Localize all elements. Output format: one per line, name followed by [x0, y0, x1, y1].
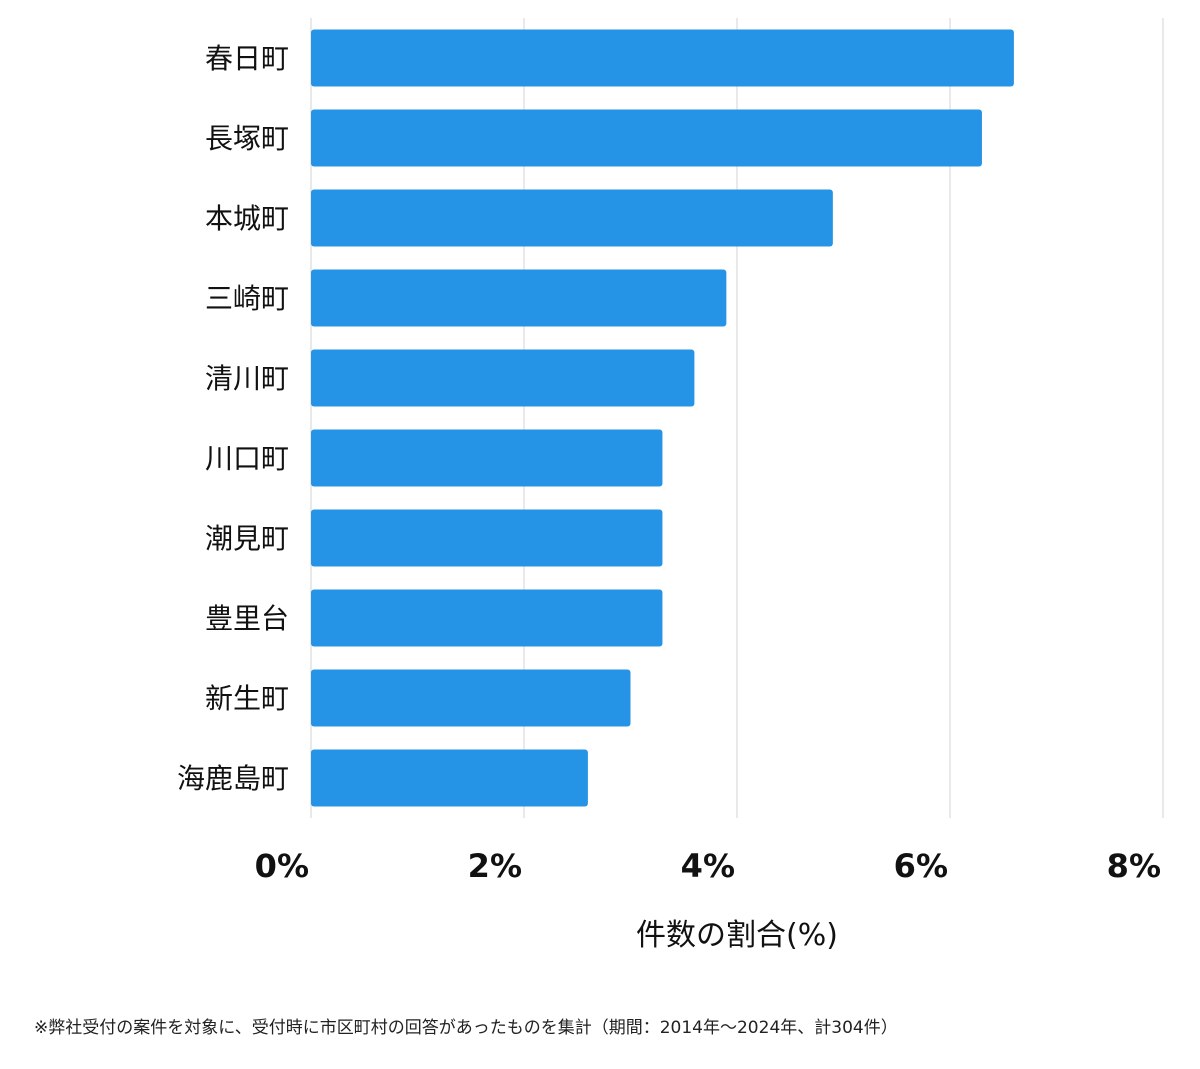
bar [311, 429, 663, 487]
category-label: 海鹿島町 [177, 762, 289, 795]
bars [311, 29, 1014, 807]
bar [311, 509, 663, 567]
bar [311, 349, 695, 407]
category-label: 川口町 [205, 442, 289, 475]
category-label: 三崎町 [205, 282, 289, 315]
x-tick-label: 8% [1107, 847, 1161, 885]
x-tick-label: 0% [255, 847, 309, 885]
x-tick-label: 2% [468, 847, 522, 885]
bar [311, 669, 631, 727]
bar [311, 189, 833, 247]
x-tick-labels: 0% 2% 4% 6% 8% [255, 847, 1161, 885]
category-label: 潮見町 [205, 522, 289, 555]
category-label: 清川町 [205, 362, 289, 395]
bar [311, 749, 588, 807]
category-label: 長塚町 [205, 122, 289, 155]
category-label: 春日町 [205, 42, 289, 75]
category-label: 本城町 [205, 202, 289, 235]
bar [311, 589, 663, 647]
category-label: 新生町 [205, 682, 289, 715]
x-axis-title: 件数の割合(%) [636, 918, 838, 953]
x-tick-label: 4% [681, 847, 735, 885]
bar [311, 29, 1014, 87]
x-tick-label: 6% [894, 847, 948, 885]
bar [311, 109, 982, 167]
bar [311, 269, 727, 327]
footnote: ※弊社受付の案件を対象に、受付時に市区町村の回答があったものを集計（期間：201… [34, 1018, 898, 1038]
category-label: 豊里台 [205, 602, 289, 635]
